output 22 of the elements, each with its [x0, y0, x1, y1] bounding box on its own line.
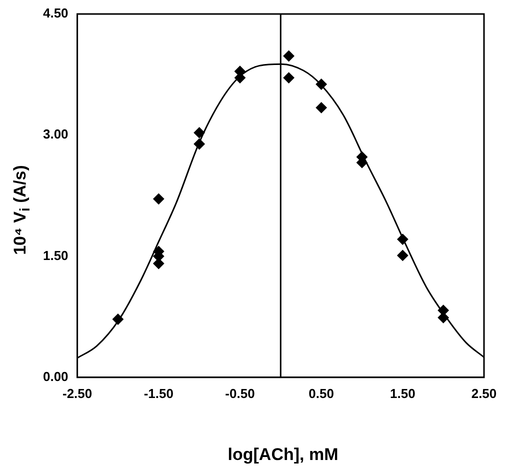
- y-tick-label: 1.50: [42, 248, 68, 263]
- x-axis-title: log[ACh], mM: [228, 445, 338, 465]
- point: [283, 50, 294, 62]
- point: [112, 314, 124, 325]
- x-tick-label: -0.50: [225, 386, 255, 401]
- y-tick-label: 4.50: [42, 6, 68, 21]
- point: [194, 138, 205, 150]
- point: [283, 72, 294, 84]
- point: [397, 250, 408, 261]
- x-tick-label: 1.50: [390, 386, 416, 401]
- x-tick-label: 2.50: [471, 386, 497, 401]
- x-tick-label: -1.50: [144, 386, 174, 401]
- y-tick-label: 0.00: [42, 368, 68, 384]
- point: [153, 258, 164, 270]
- x-tick-label: 0.50: [308, 386, 334, 401]
- point: [153, 193, 164, 204]
- point: [316, 102, 327, 114]
- point: [397, 234, 408, 245]
- point: [194, 127, 205, 138]
- x-tick-label: -2.50: [62, 386, 92, 401]
- y-tick-label: 3.00: [42, 126, 68, 142]
- point: [316, 78, 327, 90]
